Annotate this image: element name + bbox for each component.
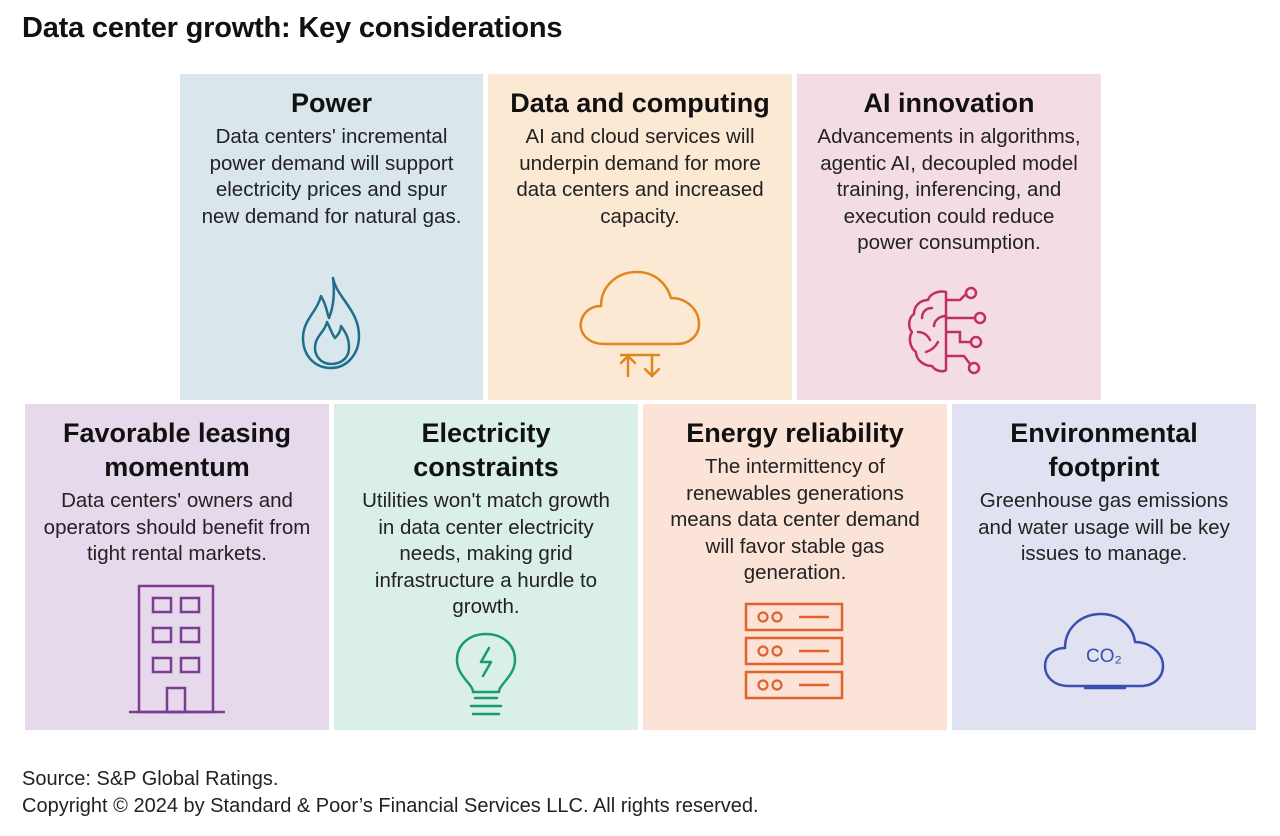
card-heading: Data and computing	[510, 88, 770, 118]
card-text: Utilities won't match growth in data cen…	[362, 489, 610, 619]
card-text: Data centers' incremental power demand w…	[201, 125, 462, 228]
card-heading: AI innovation	[863, 88, 1035, 118]
card-heading: Favorable leasing momentum	[62, 418, 292, 482]
card-electricity: Electricity constraints Utilities won't …	[334, 404, 638, 730]
lightbulb-icon	[455, 632, 517, 716]
co2-cloud-icon: CO₂	[1043, 612, 1165, 690]
card-leasing: Favorable leasing momentum Data centers'…	[25, 404, 329, 730]
card-text: Advancements in algorithms, agentic AI, …	[817, 125, 1081, 255]
card-power: Power Data centers' incremental power de…	[180, 74, 483, 400]
card-heading: Energy reliability	[686, 418, 904, 448]
card-text: Data centers' owners and operators shoul…	[43, 489, 311, 566]
card-text: Greenhouse gas emissions and water usage…	[978, 489, 1230, 566]
flame-icon	[301, 276, 360, 370]
source-text: Source: S&P Global Ratings.	[22, 768, 279, 790]
page-title: Data center growth: Key considerations	[22, 12, 563, 44]
card-environment: Environmental footprint Greenhouse gas e…	[952, 404, 1256, 730]
server-rack-icon	[744, 602, 844, 700]
card-heading: Power	[290, 88, 373, 118]
cloud-transfer-icon	[579, 270, 701, 378]
card-data-computing: Data and computing AI and cloud services…	[488, 74, 792, 400]
copyright-text: Copyright © 2024 by Standard & Poor’s Fi…	[22, 795, 759, 817]
card-reliability: Energy reliability The intermittency of …	[643, 404, 947, 730]
source-note: Source: S&P Global Ratings. Copyright © …	[22, 766, 759, 820]
card-text: The intermittency of renewables generati…	[670, 455, 920, 585]
card-text: AI and cloud services will underpin dema…	[516, 125, 764, 228]
brain-circuit-icon	[908, 286, 987, 375]
card-heading: Electricity constraints	[413, 418, 559, 482]
building-icon	[129, 584, 225, 714]
card-heading: Environmental footprint	[1010, 418, 1198, 482]
co2-label: CO₂	[1086, 646, 1122, 667]
card-ai-innovation: AI innovation Advancements in algorithms…	[797, 74, 1101, 400]
